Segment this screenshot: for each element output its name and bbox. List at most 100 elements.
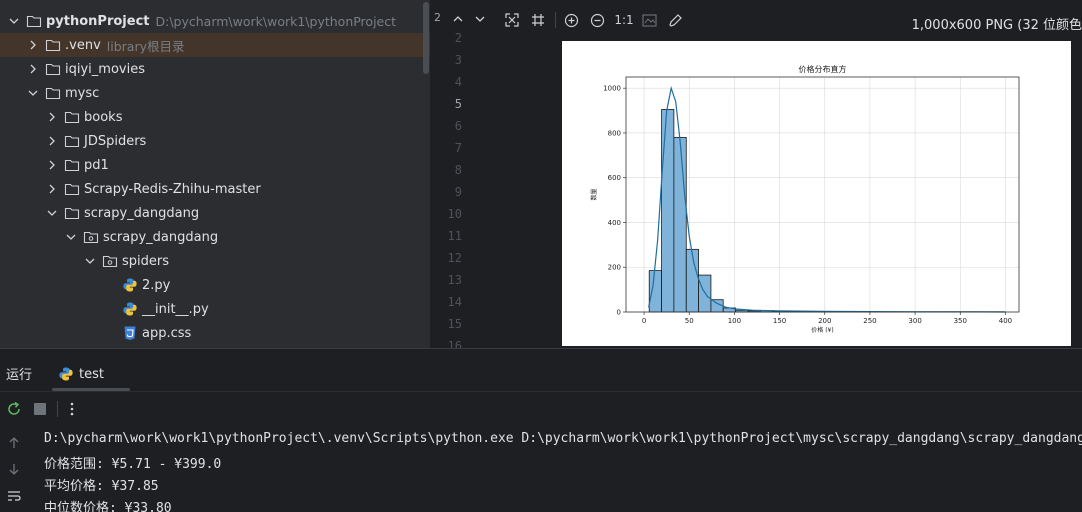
color-picker-icon[interactable] [666,11,684,29]
background-icon[interactable] [640,11,658,29]
kde-line [648,85,1006,313]
stop-icon[interactable] [34,403,46,415]
tree-row-label: scrapy_dangdang [103,229,219,245]
console-output[interactable]: D:\pycharm\work\work1\pythonProject\.ven… [0,425,1082,512]
tree-row-label: 2.py [142,277,171,293]
tree-row-label: iqiyi_movies [65,61,145,77]
tree-row-file-init-py[interactable]: __init__.py [0,297,430,321]
y-axis-label: 数量 [590,188,598,200]
image-canvas: 0 50 100 150 200 250 300 350 400 0 200 400 600 800 100… [562,41,1071,346]
zoom-in-icon[interactable] [562,11,580,29]
chart-title: 价格分布直方 [799,64,847,74]
console-line: D:\pycharm\work\work1\pythonProject\.ven… [44,431,1082,446]
tree-row-label: JDSpiders [84,133,147,149]
y-tick-label: 800 [608,129,621,137]
histogram-bar [685,248,699,313]
chevron-right-icon[interactable] [46,135,58,147]
scroll-down-icon[interactable] [474,10,486,29]
tree-scrollbar[interactable] [423,2,429,74]
line-number: 13 [447,273,462,287]
line-number: 10 [447,207,462,221]
actual-size-button[interactable]: 1:1 [614,13,634,27]
line-number: 4 [454,75,462,89]
x-tick-label: 350 [954,317,967,325]
run-tab-test[interactable]: test [54,357,130,391]
line-number: 3 [454,53,462,67]
console-line: 中位数价格: ¥33.80 [44,501,172,512]
chevron-down-icon[interactable] [46,207,58,219]
folder-icon [64,109,80,125]
tree-row-hint: library根目录 [106,38,185,54]
tree-row-scrapy-redis-zhihu[interactable]: Scrapy-Redis-Zhihu-master [0,177,430,201]
tree-row-label: .venv [65,37,101,53]
run-tab-label: test [79,366,104,382]
arrow-down-icon[interactable] [6,461,22,477]
x-tick-label: 100 [728,317,741,325]
tree-row-label: spiders [122,253,170,269]
line-number: 11 [447,229,462,243]
toolbar-separator [555,12,556,28]
chevron-right-icon[interactable] [27,39,39,51]
scroll-up-icon[interactable] [452,10,464,29]
tree-row-jdspiders[interactable]: JDSpiders [0,129,430,153]
folder-icon [45,61,61,77]
css-file-icon [122,325,138,341]
active-tab-indicator [52,388,130,391]
y-tick-label: 0 [617,309,621,317]
rerun-icon[interactable] [6,401,22,421]
tree-row-label: pythonProject [46,13,150,29]
line-number: 8 [454,163,462,177]
y-tick-label: 600 [608,174,621,182]
chevron-right-icon[interactable] [27,63,39,75]
folder-icon [64,205,80,221]
python-file-icon [122,301,138,317]
chevron-down-icon[interactable] [65,231,77,243]
tree-row-label: __init__.py [142,301,209,317]
console-line: 平均价格: ¥37.85 [44,479,159,494]
x-tick-label: 300 [908,317,921,325]
tree-row-label: Scrapy-Redis-Zhihu-master [84,181,261,197]
tree-row-mysc[interactable]: mysc [0,81,430,105]
y-tick-label: 200 [608,264,621,272]
chevron-right-icon[interactable] [46,159,58,171]
tree-row-file-app-css[interactable]: app.css [0,321,430,345]
tree-row-spiders[interactable]: spiders [0,249,430,273]
tree-row-scrapy-dangdang-package[interactable]: scrapy_dangdang [0,225,430,249]
chevron-down-icon[interactable] [27,87,39,99]
tree-row-iqiyi-movies[interactable]: iqiyi_movies [0,57,430,81]
line-number: 12 [447,251,462,265]
line-number: 14 [447,295,462,309]
zoom-out-icon[interactable] [588,11,606,29]
soft-wrap-icon[interactable] [6,488,22,504]
tree-row-pd1[interactable]: pd1 [0,153,430,177]
grid-icon[interactable] [529,11,547,29]
x-axis-label: 价格 (¥) [811,326,833,334]
chevron-down-icon[interactable] [8,15,20,27]
gutter-top-indicator: 2 [434,11,441,24]
tree-row-books[interactable]: books [0,105,430,129]
image-info: 1,000x600 PNG (32 位颜色 [911,18,1082,33]
chevron-right-icon[interactable] [46,111,58,123]
tree-row-project-root[interactable]: pythonProject D:\pycharm\work\work1\pyth… [0,9,430,33]
tree-row-venv[interactable]: .venv library根目录 [0,33,430,57]
y-tick-label: 1000 [603,85,621,93]
tree-row-file-2py[interactable]: 2.py [0,273,430,297]
arrow-up-icon[interactable] [6,435,22,451]
line-number: 15 [447,317,462,331]
line-number: 9 [454,185,462,199]
fit-screen-icon[interactable] [503,11,521,29]
run-panel: 运行 test D:\pycharm\work\work1\pythonProj… [0,348,1082,512]
chevron-down-icon[interactable] [84,255,96,267]
package-folder-icon [83,229,99,245]
folder-icon [64,181,80,197]
chevron-right-icon[interactable] [46,183,58,195]
image-viewer: 1:1 1,000x600 PNG (32 位颜色 0 50 100 150 200 25… [492,0,1082,348]
tree-row-label: books [84,109,123,125]
histogram-bar [673,137,687,313]
more-options-icon[interactable] [65,401,79,421]
plot-frame [625,76,1020,313]
package-folder-icon [102,253,118,269]
tree-row-scrapy-dangdang[interactable]: scrapy_dangdang [0,201,430,225]
folder-icon [26,13,42,29]
x-tick-label: 150 [773,317,786,325]
